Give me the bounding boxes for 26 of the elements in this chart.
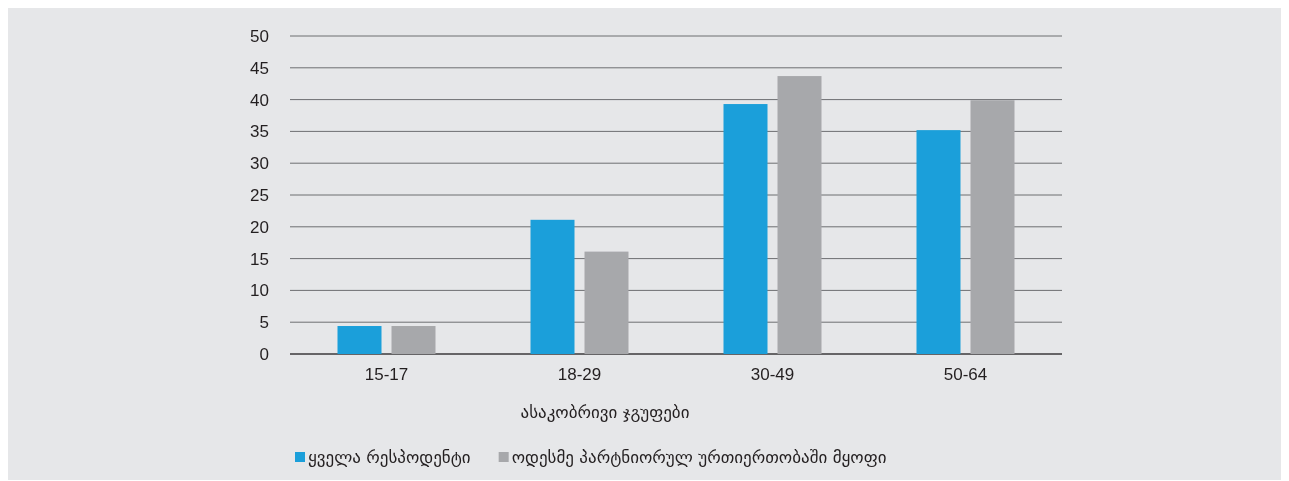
bar [777,76,822,354]
legend-label: ყველა რესპოდენტი [308,447,471,467]
y-tick-label: 40 [250,90,269,110]
y-tick-label: 10 [250,281,269,301]
y-tick-label: 35 [250,122,269,142]
x-tick-label: 30-49 [750,365,795,385]
bar [391,326,436,354]
x-tick-label: 50-64 [943,365,988,385]
y-tick-label: 45 [250,58,269,78]
bar [916,130,961,354]
y-tick-label: 5 [259,313,269,333]
bar [530,219,575,354]
bar [970,100,1015,354]
y-tick-label: 25 [250,185,269,205]
bar [584,251,629,354]
bar [723,104,768,354]
y-tick-label: 50 [250,26,269,46]
x-tick-label: 18-29 [557,365,602,385]
y-tick-label: 30 [250,154,269,174]
x-tick-label: 15-17 [364,365,409,385]
bar [337,326,382,354]
legend-label: ოდესმე პარტნიორულ ურთიერთობაში მყოფი [511,447,887,467]
y-tick-label: 15 [250,249,269,269]
y-tick-label: 20 [250,217,269,237]
x-axis-title: ასაკობრივი ჯგუფები [520,402,690,422]
y-tick-label: 0 [259,344,269,364]
